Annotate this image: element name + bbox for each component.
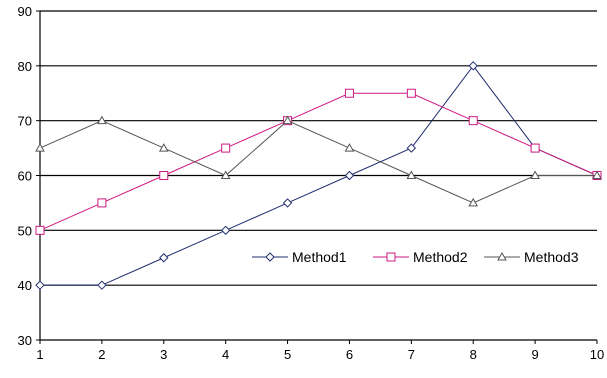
x-tick-label: 7 bbox=[408, 347, 415, 362]
data-point-method2 bbox=[406, 88, 416, 98]
series-line-method1 bbox=[40, 65, 598, 286]
data-point-method3 bbox=[35, 143, 45, 152]
data-point-method3 bbox=[220, 170, 231, 179]
data-point-method2 bbox=[344, 88, 354, 98]
data-point-method2 bbox=[468, 116, 478, 126]
legend-label-method2: Method2 bbox=[413, 249, 468, 265]
data-point-method1 bbox=[406, 143, 417, 153]
x-tick-label: 8 bbox=[470, 347, 477, 362]
data-point-method2 bbox=[159, 171, 169, 180]
x-tick-label: 9 bbox=[531, 347, 538, 362]
y-tick-label: 50 bbox=[18, 223, 32, 238]
y-tick-label: 70 bbox=[18, 114, 32, 129]
legend-item-method1: Method1 bbox=[252, 249, 347, 265]
y-tick-label: 60 bbox=[18, 169, 32, 184]
y-axis-tick-labels: 30 40 50 60 70 80 90 bbox=[18, 4, 32, 348]
data-point-method3 bbox=[530, 170, 540, 179]
data-point-method1 bbox=[468, 61, 478, 71]
legend-item-method3: Method3 bbox=[484, 249, 579, 265]
data-point-method2 bbox=[97, 198, 107, 208]
x-tick-label: 10 bbox=[590, 347, 604, 362]
y-tick-label: 30 bbox=[18, 333, 32, 348]
legend-label-method3: Method3 bbox=[524, 249, 579, 265]
data-point-method3 bbox=[282, 115, 293, 125]
data-point-method1 bbox=[97, 280, 107, 290]
data-point-method3 bbox=[158, 143, 169, 152]
series-group bbox=[35, 61, 602, 290]
x-axis-tick-labels: 1 2 3 4 5 6 7 8 9 10 bbox=[36, 347, 604, 362]
x-tick-label: 1 bbox=[36, 347, 43, 362]
legend-marker-square bbox=[386, 252, 396, 262]
series-method3 bbox=[35, 115, 602, 207]
data-point-method3 bbox=[97, 115, 107, 125]
series-line-method2 bbox=[39, 92, 598, 231]
data-point-method1 bbox=[344, 170, 355, 181]
x-tick-label: 2 bbox=[98, 347, 105, 362]
data-point-method2 bbox=[530, 143, 540, 153]
data-point-method1 bbox=[35, 280, 45, 290]
legend: Method1 Method2 Method3 bbox=[252, 249, 579, 265]
axes bbox=[36, 10, 598, 344]
x-tick-label: 3 bbox=[160, 347, 167, 362]
series-line-method3 bbox=[39, 120, 597, 204]
y-tick-label: 90 bbox=[18, 4, 32, 19]
y-tick-label: 80 bbox=[18, 59, 32, 74]
gridlines bbox=[40, 10, 597, 286]
y-tick-label: 40 bbox=[18, 278, 32, 293]
x-tick-label: 5 bbox=[284, 347, 291, 362]
data-point-method2 bbox=[35, 225, 45, 235]
data-point-method3 bbox=[592, 170, 602, 179]
x-tick-label: 6 bbox=[346, 347, 353, 362]
x-tick-label: 4 bbox=[222, 347, 229, 362]
data-point-method1 bbox=[159, 253, 169, 263]
legend-marker-diamond bbox=[265, 252, 275, 262]
data-point-method1 bbox=[220, 225, 231, 236]
data-point-method3 bbox=[344, 143, 355, 152]
legend-label-method1: Method1 bbox=[292, 249, 347, 265]
series-method2 bbox=[35, 88, 602, 235]
data-point-method2 bbox=[221, 143, 231, 153]
data-point-method3 bbox=[406, 170, 417, 179]
legend-marker-triangle bbox=[497, 251, 507, 261]
data-point-method3 bbox=[468, 197, 479, 207]
data-point-method1 bbox=[282, 198, 293, 208]
legend-item-method2: Method2 bbox=[373, 249, 468, 265]
